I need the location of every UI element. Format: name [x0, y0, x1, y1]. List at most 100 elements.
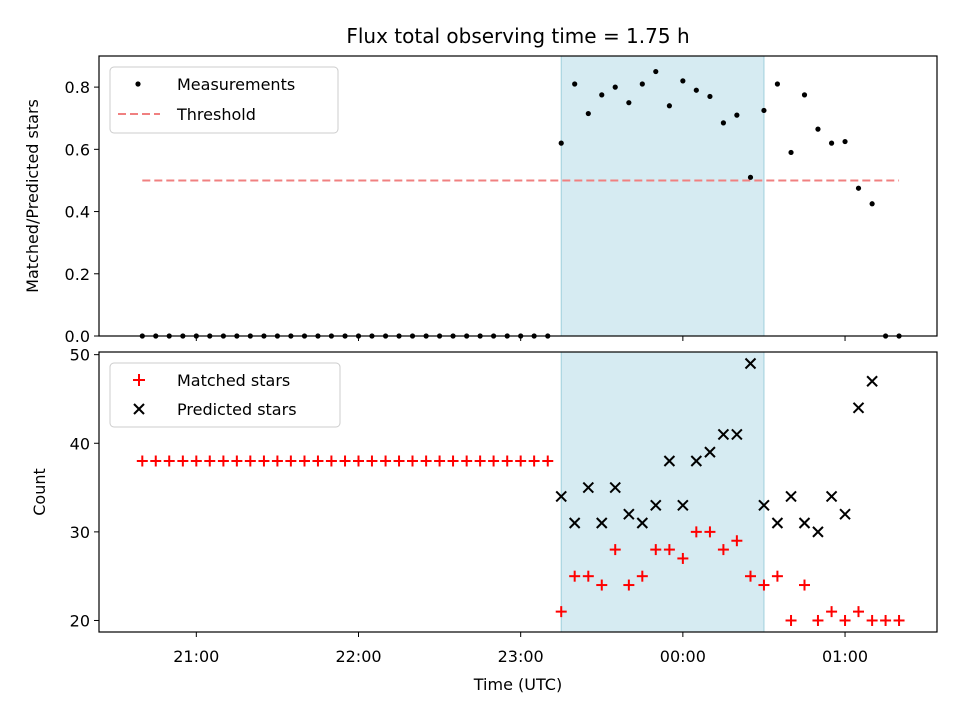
y-tick-label: 0.6	[65, 140, 90, 159]
matched-star-point	[177, 455, 189, 467]
matched-star-point	[515, 455, 527, 467]
matched-star-point	[744, 570, 756, 582]
measurement-point	[626, 100, 632, 106]
predicted-star-point	[582, 481, 595, 494]
top-panel: Flux total observing time = 1.75 h Match…	[23, 24, 938, 346]
predicted-star-point	[825, 490, 838, 503]
measurement-point	[855, 185, 862, 191]
measurement-point	[720, 120, 727, 126]
measurement-point	[842, 138, 848, 145]
y-tick-label: 0.0	[65, 327, 90, 346]
matched-star-point	[434, 455, 446, 467]
matched-star-point	[704, 526, 716, 538]
measurement-point	[666, 103, 672, 109]
y-tick-label: 0.4	[65, 203, 90, 222]
predicted-star-point	[650, 499, 662, 511]
y-tick-label: 20	[70, 611, 90, 630]
top-y-ticks: 0.0 0.2 0.4 0.6 0.8	[65, 78, 99, 346]
bottom-y-ticks: 20 30 40 50	[70, 346, 99, 630]
matched-star-point	[785, 614, 797, 626]
chart-title: Flux total observing time = 1.75 h	[346, 24, 689, 48]
matched-star-point	[650, 544, 662, 556]
matched-star-point	[542, 455, 554, 467]
measurement-point	[693, 87, 699, 93]
measurement-point	[869, 201, 875, 207]
predicted-star-point	[677, 499, 689, 511]
matched-star-point	[663, 544, 675, 556]
bottom-legend-box	[109, 362, 341, 428]
matched-star-point	[393, 455, 405, 467]
measurement-point	[747, 174, 754, 180]
bottom-legend: Matched stars Predicted stars	[109, 362, 341, 428]
measurement-point	[558, 140, 564, 146]
top-axes-frame	[98, 55, 938, 337]
matched-star-point	[839, 614, 851, 626]
x-tick-label: 01:00	[822, 647, 868, 666]
matched-star-point	[731, 535, 743, 547]
matched-star-point	[528, 455, 540, 467]
measurement-point	[707, 93, 713, 100]
matched-star-point	[596, 579, 608, 591]
measurement-point	[828, 140, 835, 146]
top-legend: Measurements Threshold	[109, 66, 339, 134]
matched-star-point	[501, 455, 513, 467]
x-tick-label: 00:00	[660, 647, 706, 666]
matched-star-point	[461, 455, 473, 467]
matched-star-point	[758, 579, 770, 591]
measurements-series	[139, 68, 902, 339]
measurement-point	[612, 84, 618, 90]
matched-star-point	[271, 455, 283, 467]
matched-star-point	[217, 455, 229, 467]
predicted-star-point	[609, 481, 621, 494]
legend-predicted-label: Predicted stars	[177, 400, 297, 419]
predicted-star-point	[663, 455, 676, 467]
matched-star-point	[204, 455, 216, 467]
matched-star-point	[325, 455, 337, 467]
matched-star-point	[798, 579, 810, 591]
matched-star-point	[163, 455, 175, 467]
matched-star-point	[569, 570, 581, 582]
measurement-point	[639, 81, 645, 87]
matched-star-point	[352, 455, 364, 467]
predicted-star-point	[704, 446, 716, 458]
predicted-star-point	[798, 517, 811, 529]
matched-star-point	[190, 455, 202, 467]
matched-star-point	[826, 606, 838, 618]
matched-star-point	[812, 614, 824, 626]
matched-stars-series	[136, 455, 905, 626]
x-tick-label: 23:00	[498, 647, 544, 666]
matched-star-point	[231, 455, 243, 467]
matched-star-point	[771, 570, 783, 582]
top-observing-window	[560, 55, 765, 337]
predicted-star-point	[839, 508, 851, 520]
measurement-point	[585, 110, 591, 117]
bottom-y-axis-label: Count	[30, 468, 49, 516]
predicted-star-point	[758, 499, 770, 511]
matched-star-point	[244, 455, 256, 467]
predicted-star-point	[812, 526, 824, 538]
legend-matched-marker	[133, 374, 145, 386]
predicted-star-point	[690, 455, 703, 467]
measurement-point	[815, 126, 821, 132]
matched-star-point	[406, 455, 418, 467]
x-tick-label: 22:00	[335, 647, 381, 666]
measurement-point	[680, 78, 686, 84]
y-tick-label: 0.2	[65, 265, 90, 284]
matched-star-point	[488, 455, 500, 467]
measurement-point	[734, 112, 740, 118]
matched-star-point	[339, 455, 351, 467]
predicted-star-point	[636, 517, 649, 529]
matched-star-point	[866, 614, 878, 626]
measurement-point	[761, 107, 767, 114]
matched-star-point	[298, 455, 310, 467]
matched-star-point	[258, 455, 270, 467]
matched-star-point	[677, 552, 689, 564]
matched-star-point	[609, 544, 621, 556]
bottom-panel: Count Time (UTC) 20 30 40 50 21:00 22:00 23:0…	[30, 346, 938, 694]
bottom-x-ticks: 21:00 22:00 23:00 00:00 01:00	[173, 632, 868, 666]
predicted-star-point	[852, 402, 865, 414]
matched-star-point	[555, 606, 567, 618]
measurement-point	[788, 149, 794, 156]
legend-matched-label: Matched stars	[177, 371, 290, 390]
legend-predicted-marker	[133, 403, 145, 415]
